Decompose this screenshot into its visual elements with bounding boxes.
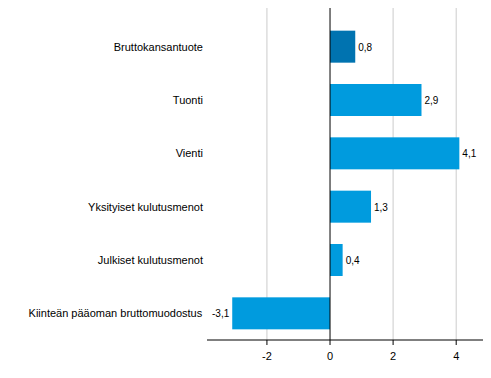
category-label: Yksityiset kulutusmenot <box>88 201 203 213</box>
data-label: 1,3 <box>374 202 388 213</box>
bar <box>330 137 459 169</box>
x-axis <box>207 340 483 341</box>
tick-label: 2 <box>390 350 396 362</box>
data-label: 4,1 <box>462 148 476 159</box>
bar <box>330 244 343 276</box>
tick <box>393 340 394 345</box>
tick-label: 0 <box>327 350 333 362</box>
data-label: -3,1 <box>212 308 230 319</box>
tick <box>266 340 267 345</box>
category-label: Vienti <box>176 147 203 159</box>
bar <box>330 84 421 116</box>
zero-line <box>330 8 331 340</box>
data-label: 0,8 <box>358 42 372 53</box>
grid-line <box>393 8 394 340</box>
data-label: 2,9 <box>424 95 438 106</box>
chart: -2 0 2 4 Bruttokansantuote 0,8 Tuonti 2,9 Vienti… <box>0 0 491 378</box>
bars <box>232 31 459 330</box>
bar <box>330 31 355 63</box>
tick-label: 4 <box>453 350 459 362</box>
tick <box>330 340 331 345</box>
tick-label: -2 <box>262 350 272 362</box>
category-label: Bruttokansantuote <box>114 41 203 53</box>
bar <box>330 191 371 223</box>
bar <box>232 297 330 329</box>
data-label: 0,4 <box>346 255 360 266</box>
grid-line <box>266 8 267 340</box>
tick <box>456 340 457 345</box>
category-label: Julkiset kulutusmenot <box>98 254 203 266</box>
category-label: Tuonti <box>173 94 203 106</box>
grid-line <box>456 8 457 340</box>
category-label: Kiinteän pääoman bruttomuodostus <box>29 307 203 319</box>
